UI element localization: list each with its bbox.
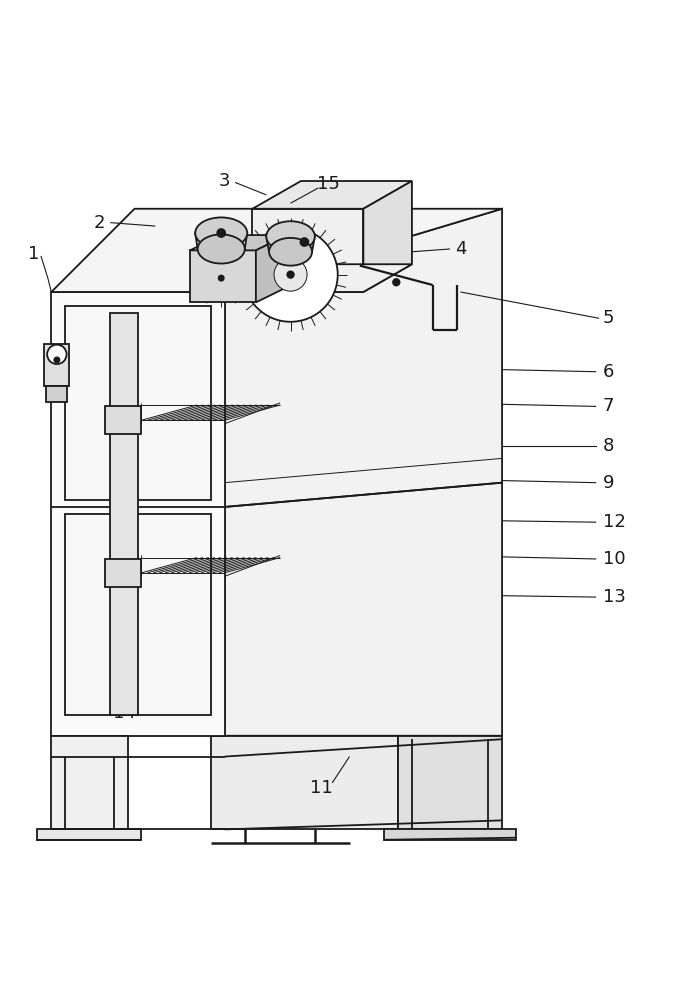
Polygon shape bbox=[38, 829, 141, 840]
Polygon shape bbox=[106, 559, 141, 587]
Text: 4: 4 bbox=[455, 240, 466, 258]
Polygon shape bbox=[224, 209, 502, 736]
Polygon shape bbox=[51, 736, 128, 829]
Text: 1: 1 bbox=[28, 245, 40, 263]
Text: 5: 5 bbox=[603, 309, 614, 327]
Ellipse shape bbox=[198, 234, 245, 264]
Text: 11: 11 bbox=[310, 779, 333, 797]
Circle shape bbox=[274, 258, 307, 291]
Circle shape bbox=[47, 345, 66, 364]
Polygon shape bbox=[384, 829, 516, 840]
Text: 13: 13 bbox=[603, 588, 626, 606]
Polygon shape bbox=[190, 250, 256, 302]
Polygon shape bbox=[65, 514, 211, 715]
Polygon shape bbox=[252, 264, 412, 292]
Polygon shape bbox=[363, 181, 412, 292]
Polygon shape bbox=[252, 209, 363, 292]
Polygon shape bbox=[44, 344, 69, 386]
Circle shape bbox=[301, 238, 308, 246]
Circle shape bbox=[217, 229, 225, 237]
Text: 3: 3 bbox=[219, 172, 231, 190]
Polygon shape bbox=[51, 209, 502, 292]
Text: 2: 2 bbox=[94, 214, 106, 232]
Text: 14: 14 bbox=[113, 704, 136, 722]
Polygon shape bbox=[110, 313, 138, 715]
Polygon shape bbox=[211, 736, 398, 829]
Polygon shape bbox=[190, 235, 287, 250]
Circle shape bbox=[393, 279, 400, 286]
Polygon shape bbox=[51, 292, 224, 736]
Circle shape bbox=[287, 271, 294, 278]
Text: 9: 9 bbox=[603, 474, 614, 492]
Text: 12: 12 bbox=[603, 513, 626, 531]
Ellipse shape bbox=[195, 217, 247, 249]
Polygon shape bbox=[252, 181, 412, 209]
Polygon shape bbox=[195, 233, 247, 249]
Polygon shape bbox=[46, 386, 67, 402]
Polygon shape bbox=[266, 236, 315, 252]
Circle shape bbox=[219, 275, 224, 281]
Text: 6: 6 bbox=[603, 363, 614, 381]
Ellipse shape bbox=[266, 221, 315, 252]
Circle shape bbox=[199, 256, 243, 300]
Circle shape bbox=[243, 227, 338, 322]
Polygon shape bbox=[106, 406, 141, 434]
Ellipse shape bbox=[269, 238, 312, 266]
Polygon shape bbox=[398, 736, 502, 829]
Text: 15: 15 bbox=[317, 175, 340, 193]
Polygon shape bbox=[256, 235, 287, 302]
Text: 8: 8 bbox=[603, 437, 614, 455]
Text: 10: 10 bbox=[603, 550, 625, 568]
Polygon shape bbox=[65, 306, 211, 500]
Circle shape bbox=[54, 357, 59, 363]
Text: 7: 7 bbox=[603, 397, 614, 415]
